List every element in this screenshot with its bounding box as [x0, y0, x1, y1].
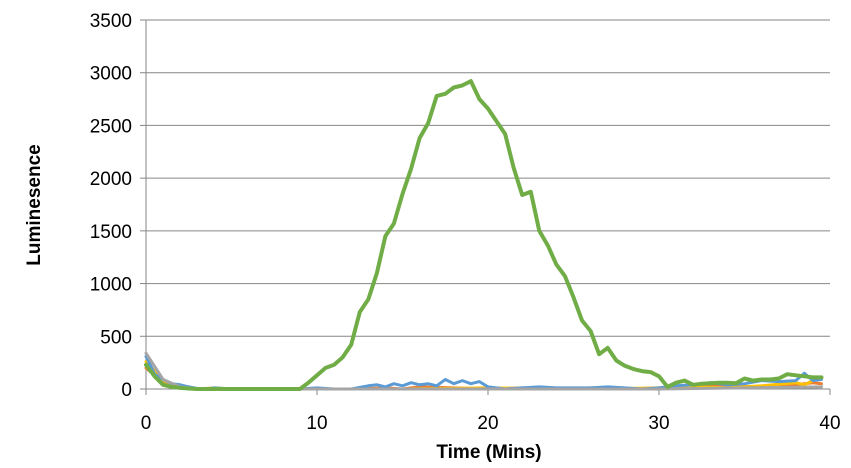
x-tick-label: 40 [819, 413, 840, 434]
series-line [144, 79, 824, 391]
tick-labels: 0 500 1000 1500 2000 2500 3000 3500 0 10 20 30 40 [90, 11, 841, 434]
x-tick-label: 30 [648, 413, 669, 434]
y-tick-label: 2500 [90, 116, 132, 137]
y-tick-label: 500 [100, 327, 132, 348]
axes [140, 19, 831, 395]
x-tick-label: 10 [306, 413, 327, 434]
y-tick-label: 3500 [90, 11, 132, 32]
x-tick-label: 0 [141, 413, 152, 434]
y-tick-label: 1000 [90, 275, 132, 296]
y-tick-label: 2000 [90, 169, 132, 190]
y-tick-label: 3000 [90, 64, 132, 85]
x-axis-title: Time (Mins) [436, 442, 541, 463]
y-tick-label: 1500 [90, 222, 132, 243]
gridlines [146, 19, 830, 337]
x-tick-label: 20 [477, 413, 498, 434]
series-lines [144, 79, 824, 391]
y-tick-label: 0 [121, 380, 132, 401]
y-axis-title: Luminesence [24, 144, 45, 265]
